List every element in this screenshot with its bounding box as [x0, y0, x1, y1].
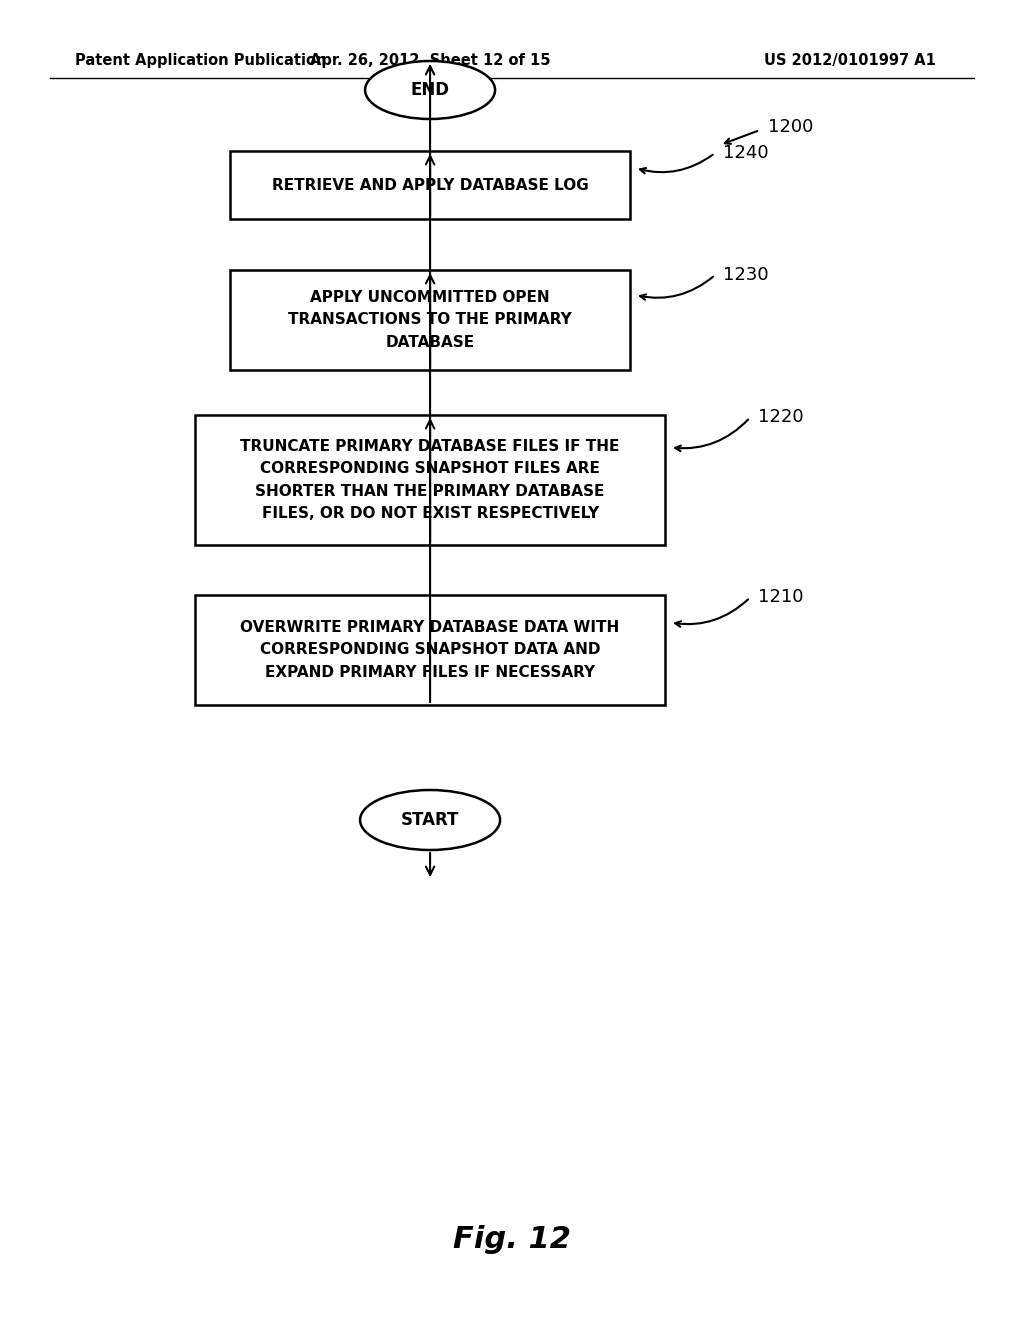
Text: 1220: 1220: [758, 408, 804, 426]
Text: RETRIEVE AND APPLY DATABASE LOG: RETRIEVE AND APPLY DATABASE LOG: [271, 177, 589, 193]
Bar: [230, 271, 630, 370]
Text: TRUNCATE PRIMARY DATABASE FILES IF THE
CORRESPONDING SNAPSHOT FILES ARE
SHORTER : TRUNCATE PRIMARY DATABASE FILES IF THE C…: [241, 440, 620, 521]
Text: Apr. 26, 2012  Sheet 12 of 15: Apr. 26, 2012 Sheet 12 of 15: [309, 53, 550, 67]
Bar: [196, 595, 665, 705]
Bar: [230, 150, 630, 219]
Text: START: START: [400, 810, 460, 829]
Text: 1240: 1240: [723, 144, 769, 162]
Text: US 2012/0101997 A1: US 2012/0101997 A1: [764, 53, 936, 67]
Text: Fig. 12: Fig. 12: [453, 1225, 571, 1254]
Text: OVERWRITE PRIMARY DATABASE DATA WITH
CORRESPONDING SNAPSHOT DATA AND
EXPAND PRIM: OVERWRITE PRIMARY DATABASE DATA WITH COR…: [241, 620, 620, 680]
Ellipse shape: [360, 789, 500, 850]
Bar: [196, 414, 665, 545]
Text: 1200: 1200: [768, 117, 813, 136]
Ellipse shape: [366, 61, 495, 119]
Text: Patent Application Publication: Patent Application Publication: [75, 53, 327, 67]
Text: APPLY UNCOMMITTED OPEN
TRANSACTIONS TO THE PRIMARY
DATABASE: APPLY UNCOMMITTED OPEN TRANSACTIONS TO T…: [288, 290, 572, 350]
Text: 1230: 1230: [723, 267, 769, 284]
Text: END: END: [411, 81, 450, 99]
Text: 1210: 1210: [758, 589, 804, 606]
